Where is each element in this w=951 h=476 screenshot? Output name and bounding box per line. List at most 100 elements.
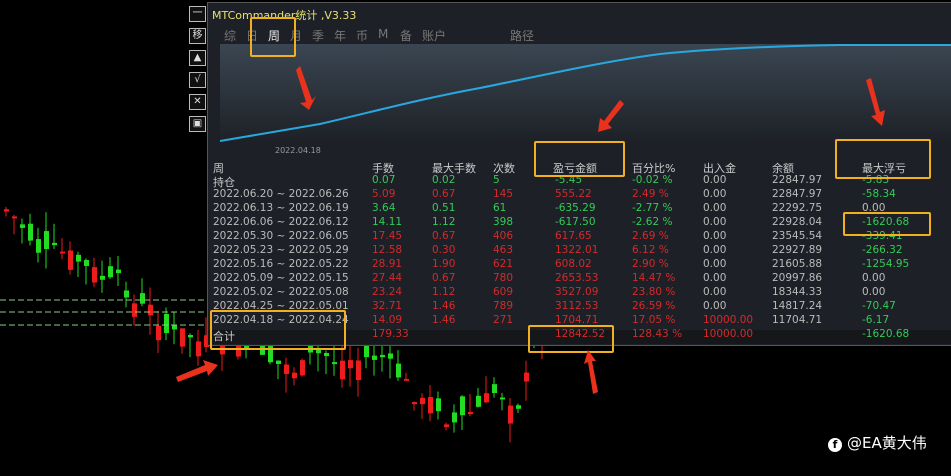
candle — [44, 212, 49, 269]
cell-balance: 14817.24 — [772, 300, 823, 312]
cell-deposit: 0.00 — [703, 174, 727, 186]
tab-7[interactable]: M — [378, 27, 389, 41]
candle — [460, 395, 465, 431]
candle — [348, 344, 353, 387]
tab-6[interactable]: 币 — [356, 29, 369, 43]
candle — [12, 214, 17, 235]
candle — [156, 310, 161, 354]
cell-max_dd: -70.47 — [862, 300, 896, 312]
cell-balance: 18344.33 — [772, 286, 823, 298]
candle — [4, 206, 9, 217]
period-tabs: 综日周月季年币 M 备账户 — [224, 27, 462, 44]
candle — [404, 372, 409, 381]
column-header: 盈亏金额 — [553, 162, 597, 175]
candle — [524, 360, 529, 401]
candle — [180, 328, 185, 354]
cell-profit: 1704.71 — [555, 314, 599, 326]
highlight-box-max-dd-value — [843, 212, 931, 236]
cell-max_lots: 1.46 — [432, 300, 456, 312]
candle — [412, 401, 417, 411]
toolbar-button[interactable]: ▣ — [189, 116, 206, 132]
cell-lots: 17.45 — [372, 230, 403, 242]
tab-4[interactable]: 季 — [312, 29, 325, 43]
watermark: f @EA黄大伟 — [828, 432, 927, 453]
tab-5[interactable]: 年 — [334, 29, 347, 43]
candle — [420, 393, 425, 419]
cell-pct: -2.77 % — [632, 202, 673, 214]
candle — [356, 347, 361, 397]
candle — [108, 257, 113, 280]
candle — [140, 278, 145, 307]
total-deposit: 10000.00 — [703, 328, 754, 340]
candle — [68, 241, 73, 275]
highlight-box-week-tab — [250, 17, 296, 57]
toolbar-button[interactable]: 一 — [189, 6, 206, 22]
column-header: 最大浮亏 — [862, 162, 906, 175]
column-header: 次数 — [493, 162, 515, 175]
candle — [444, 422, 449, 431]
cell-deposit: 0.00 — [703, 230, 727, 242]
cell-max_dd: 0.00 — [862, 202, 886, 214]
path-tab[interactable]: 路径 — [510, 29, 535, 43]
cell-deposit: 0.00 — [703, 216, 727, 228]
cell-period: 2022.04.25 ~ 2022.05.01 — [213, 300, 349, 312]
cell-pct: -2.62 % — [632, 216, 673, 228]
cell-deposit: 0.00 — [703, 188, 727, 200]
cell-balance: 22928.04 — [772, 216, 823, 228]
cell-max_lots: 1.12 — [432, 216, 456, 228]
cell-count: 398 — [493, 216, 514, 228]
cell-max_lots: 0.02 — [432, 174, 456, 186]
tab-0[interactable]: 综 — [224, 29, 237, 43]
cell-pct: 6.12 % — [632, 244, 669, 256]
tab-1[interactable]: 日 — [246, 29, 259, 43]
cell-max_dd: -266.32 — [862, 244, 903, 256]
tab-3[interactable]: 月 — [290, 29, 303, 43]
cell-balance: 22927.89 — [772, 244, 823, 256]
highlight-box-profit-header — [534, 141, 625, 177]
toolbar-button[interactable]: √ — [189, 72, 206, 88]
toolbar-button[interactable]: ▲ — [189, 50, 206, 66]
tab-9[interactable]: 账户 — [422, 29, 447, 43]
cell-profit: -5.45 — [555, 174, 583, 186]
candle — [436, 391, 441, 420]
cell-period: 2022.05.09 ~ 2022.05.15 — [213, 272, 349, 284]
window-title: MTCommander统计 ,V3.33 — [212, 9, 357, 22]
cell-max_lots: 0.67 — [432, 188, 456, 200]
tab-8[interactable]: 备 — [400, 29, 413, 43]
cell-period: 2022.06.13 ~ 2022.06.19 — [213, 202, 349, 214]
candle — [292, 367, 297, 386]
column-header: 最大手数 — [432, 162, 476, 175]
candle — [284, 357, 289, 393]
cell-max_lots: 0.67 — [432, 272, 456, 284]
candle — [172, 311, 177, 345]
tab-2[interactable]: 周 — [268, 29, 281, 43]
candle — [188, 333, 193, 358]
arrow-icon — [296, 66, 316, 110]
candle — [100, 260, 105, 293]
toolbar-button[interactable]: ✕ — [189, 94, 206, 110]
cell-max_lots: 1.90 — [432, 258, 456, 270]
cell-lots: 14.09 — [372, 314, 403, 326]
candle — [204, 317, 209, 353]
cell-deposit: 0.00 — [703, 244, 727, 256]
candle — [468, 394, 473, 417]
cell-deposit: 0.00 — [703, 258, 727, 270]
cell-deposit: 0.00 — [703, 272, 727, 284]
candle — [132, 294, 137, 326]
cell-period: 2022.05.02 ~ 2022.05.08 — [213, 286, 349, 298]
candle — [92, 257, 97, 288]
toolbar-button[interactable]: 移 — [189, 28, 206, 44]
arrow-icon — [584, 350, 598, 394]
cell-lots: 14.11 — [372, 216, 403, 228]
total-profit: 12842.52 — [555, 328, 606, 340]
cell-balance: 22847.97 — [772, 174, 823, 186]
highlight-box-first-week — [210, 310, 346, 350]
candle — [340, 342, 345, 388]
candle — [388, 344, 393, 379]
cell-profit: 1322.01 — [555, 244, 599, 256]
candle — [372, 340, 377, 376]
cell-deposit: 10000.00 — [703, 314, 754, 326]
candle — [52, 223, 57, 249]
column-header: 百分比% — [632, 162, 676, 175]
